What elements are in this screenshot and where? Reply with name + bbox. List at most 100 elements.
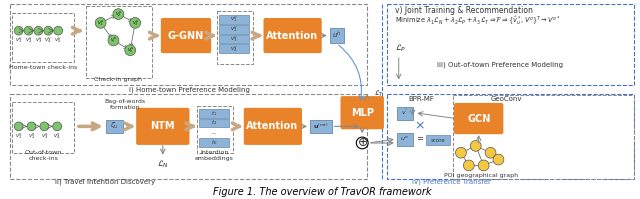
- Text: $\mathcal{L}_P$: $\mathcal{L}_P$: [395, 43, 406, 54]
- Text: $v_4^u$: $v_4^u$: [44, 36, 52, 45]
- Bar: [219, 35, 249, 43]
- Bar: [219, 44, 249, 53]
- Text: =: =: [416, 135, 423, 143]
- Text: $\oplus$: $\oplus$: [356, 137, 368, 149]
- Circle shape: [34, 26, 43, 35]
- FancyBboxPatch shape: [136, 108, 189, 145]
- FancyBboxPatch shape: [340, 96, 384, 129]
- Text: Minimize $\lambda_1\mathcal{L}_N + \lambda_2\mathcal{L}_P + \lambda_3\mathcal{L}: Minimize $\lambda_1\mathcal{L}_N + \lamb…: [395, 14, 561, 27]
- Circle shape: [14, 122, 23, 131]
- Circle shape: [44, 26, 52, 35]
- Text: G-GNN: G-GNN: [168, 31, 204, 41]
- Circle shape: [14, 26, 23, 35]
- Circle shape: [130, 18, 141, 28]
- Text: iv) Preference Transfer: iv) Preference Transfer: [412, 179, 490, 185]
- FancyBboxPatch shape: [454, 103, 504, 134]
- Circle shape: [52, 122, 61, 131]
- Text: $v_2^u$: $v_2^u$: [115, 9, 122, 19]
- Text: $u^h$: $u^h$: [332, 30, 341, 41]
- Bar: [12, 13, 74, 62]
- FancyBboxPatch shape: [161, 18, 211, 53]
- Circle shape: [108, 35, 119, 46]
- Circle shape: [40, 122, 49, 131]
- Text: $v_3^u$: $v_3^u$: [35, 36, 42, 45]
- Text: v) Joint Training & Recommendation: v) Joint Training & Recommendation: [395, 6, 532, 15]
- Text: Out-of-town
check-ins: Out-of-town check-ins: [25, 150, 62, 161]
- Bar: [387, 4, 634, 85]
- Text: $\zeta_u$: $\zeta_u$: [110, 121, 119, 132]
- Text: BPR-MF: BPR-MF: [408, 96, 435, 102]
- Circle shape: [485, 147, 496, 158]
- Bar: [453, 95, 634, 179]
- FancyBboxPatch shape: [244, 108, 302, 145]
- Circle shape: [24, 26, 33, 35]
- Text: Intention
embeddings: Intention embeddings: [195, 150, 234, 161]
- Text: $v_3^o$: $v_3^o$: [40, 131, 48, 141]
- Text: $v_1^o$: $v_1^o$: [15, 131, 22, 141]
- Text: $v_3^u$: $v_3^u$: [230, 34, 238, 44]
- Circle shape: [95, 18, 106, 28]
- Text: POI geographical graph: POI geographical graph: [444, 173, 518, 178]
- Text: MLP: MLP: [351, 108, 374, 118]
- Bar: [217, 11, 253, 64]
- Text: iii) Out-of-town Preference Modeling: iii) Out-of-town Preference Modeling: [437, 62, 563, 68]
- Text: $v_2^u$: $v_2^u$: [25, 36, 33, 45]
- Bar: [310, 120, 332, 133]
- Circle shape: [54, 26, 63, 35]
- Text: $v_4^o$: $v_4^o$: [53, 131, 61, 141]
- Text: $v_1^u$: $v_1^u$: [230, 15, 238, 24]
- Text: $\mathcal{L}_N$: $\mathcal{L}_N$: [157, 159, 169, 170]
- Text: $v_4^u$: $v_4^u$: [230, 44, 238, 54]
- Text: $t_1$: $t_1$: [211, 109, 217, 118]
- Text: $v^{''}$: $v^{''}$: [401, 108, 408, 117]
- Bar: [199, 109, 229, 118]
- Text: Figure 1. The overview of TravOR framework: Figure 1. The overview of TravOR framewo…: [214, 187, 432, 197]
- Text: i) Home-town Preference Modeling: i) Home-town Preference Modeling: [129, 86, 250, 93]
- Text: Check-in graph: Check-in graph: [94, 77, 142, 82]
- Bar: [219, 15, 249, 24]
- Circle shape: [478, 160, 489, 171]
- Circle shape: [125, 45, 136, 56]
- Text: score: score: [431, 138, 445, 142]
- Text: $v_i^u$: $v_i^u$: [110, 36, 117, 45]
- Bar: [397, 133, 413, 146]
- Circle shape: [456, 147, 467, 158]
- FancyArrowPatch shape: [339, 45, 364, 100]
- Bar: [197, 106, 233, 153]
- Bar: [199, 138, 229, 147]
- Circle shape: [356, 137, 368, 149]
- Text: Attention: Attention: [266, 31, 318, 41]
- Bar: [12, 102, 74, 153]
- Text: ...: ...: [211, 130, 217, 135]
- Text: $v_2^o$: $v_2^o$: [28, 131, 35, 141]
- Text: $t_K$: $t_K$: [211, 138, 218, 147]
- Text: GCN: GCN: [467, 114, 490, 124]
- Text: $v_k^u$: $v_k^u$: [127, 45, 134, 55]
- Bar: [106, 120, 124, 133]
- Text: $v_1^u$: $v_1^u$: [15, 36, 22, 45]
- Text: $\mathbf{u}^{(mt)}$: $\mathbf{u}^{(mt)}$: [313, 122, 328, 131]
- Bar: [10, 94, 367, 179]
- Text: NTM: NTM: [150, 121, 175, 131]
- Circle shape: [493, 154, 504, 165]
- Circle shape: [470, 140, 481, 151]
- Bar: [426, 135, 450, 145]
- Bar: [199, 119, 229, 127]
- Bar: [86, 6, 152, 78]
- Bar: [219, 25, 249, 34]
- FancyBboxPatch shape: [264, 18, 322, 53]
- Text: $v_5^u$: $v_5^u$: [54, 36, 62, 45]
- Text: ii) Travel Intention Discovery: ii) Travel Intention Discovery: [56, 179, 156, 185]
- Text: Home-town check-ins: Home-town check-ins: [9, 65, 77, 70]
- Circle shape: [463, 160, 474, 171]
- Bar: [397, 107, 413, 120]
- Bar: [387, 94, 634, 179]
- Text: $\times$: $\times$: [414, 119, 425, 132]
- Text: $v_3^u$: $v_3^u$: [132, 18, 139, 28]
- Circle shape: [113, 9, 124, 20]
- Text: $\mathcal{L}_T$: $\mathcal{L}_T$: [374, 89, 384, 99]
- Text: Attention: Attention: [246, 121, 298, 131]
- Circle shape: [27, 122, 36, 131]
- Bar: [330, 28, 344, 43]
- Bar: [10, 4, 367, 85]
